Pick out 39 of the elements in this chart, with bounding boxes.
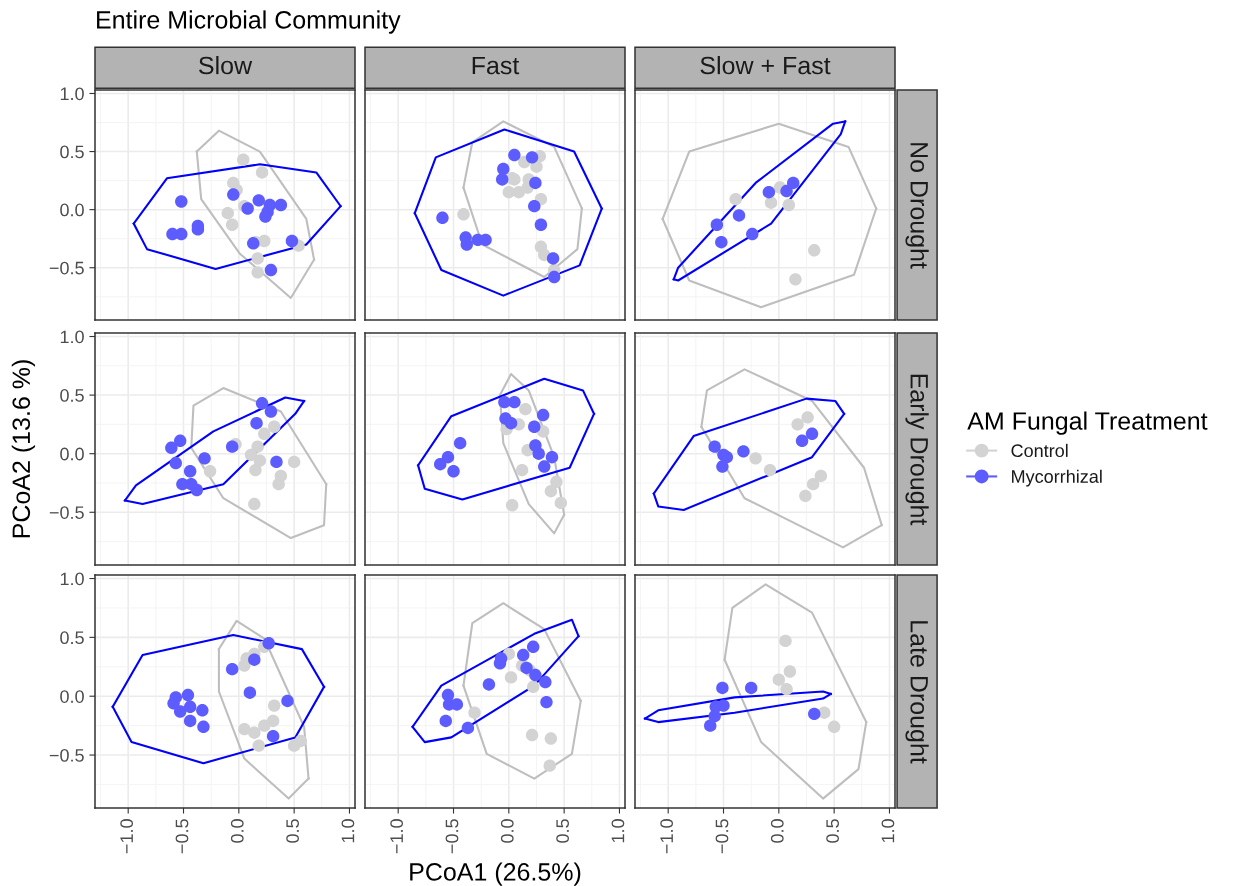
y2-axis-title: No Drought [905,143,929,269]
chart-title: Slow + Fast [700,56,831,75]
y-tick-label: 1.0 [60,87,84,101]
y2-axis-title: Early Drought [905,374,929,526]
y-tick-label: −0.5 [49,506,84,519]
y-tick-label: 0.0 [60,447,84,461]
chart-title: Fast [472,56,520,75]
x-tick-label: 0.0 [770,819,784,843]
y-tick-label: 0.5 [60,145,84,159]
x-axis-title: PCoA1 (26.5%) [410,862,581,886]
x-tick-label: 1.0 [341,819,355,843]
text: Entire Microbial Community [97,10,401,34]
y-axis-title: PCoA2 (13.6 %) [11,360,36,538]
y-tick-label: −0.5 [49,748,84,762]
x-tick-label: −0.5 [175,819,189,854]
chart-title: Slow [199,56,253,75]
x-tick-label: 1.0 [881,819,895,843]
x-tick-label: 0.5 [826,819,839,843]
x-tick-label: 0.5 [556,819,569,843]
x-tick-label: 0.5 [286,819,299,843]
legend-title: AM Fungal Treatment [967,411,1208,435]
x-tick-label: 0.0 [500,819,514,843]
y-tick-label: 1.0 [60,330,84,344]
y-tick-label: −0.5 [49,261,84,275]
legend-label: Mycorrhizal [1012,469,1102,487]
x-tick-label: −0.5 [715,819,729,854]
legend-label: Control [1011,443,1068,458]
y-tick-label: 0.5 [60,631,84,645]
x-tick-label: 0.0 [230,819,244,843]
x-tick-label: −1.0 [120,819,134,854]
y-tick-label: 0.5 [60,389,84,402]
y-tick-label: 1.0 [60,572,84,586]
x-tick-label: −0.5 [445,819,459,854]
y2-axis-title: Late Drought [905,621,929,764]
y-tick-label: 0.0 [60,690,84,703]
y-tick-label: 0.0 [60,203,84,217]
x-tick-label: −1.0 [660,819,674,854]
x-tick-label: 1.0 [611,819,625,843]
x-tick-label: −1.0 [390,819,404,854]
